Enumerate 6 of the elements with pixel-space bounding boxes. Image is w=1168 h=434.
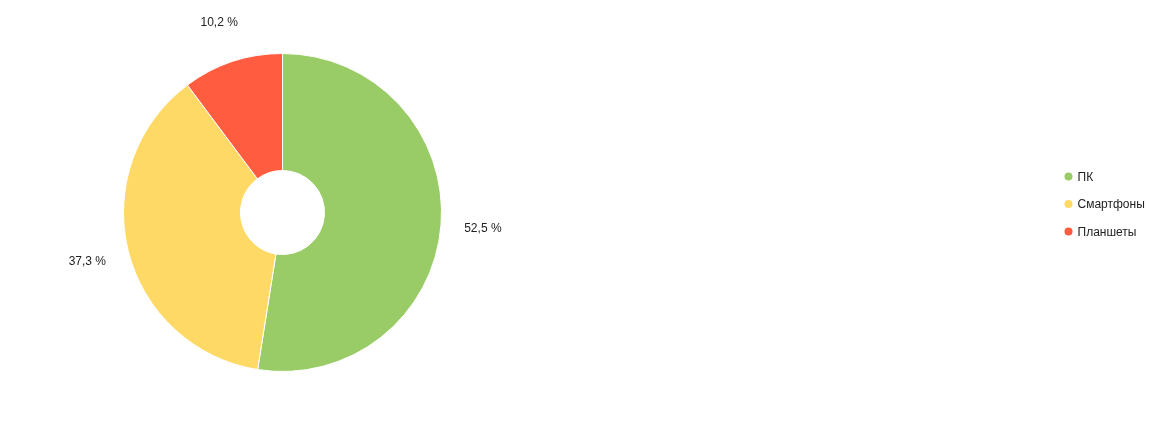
data-label: 10,2 % bbox=[200, 14, 239, 29]
legend-label: Планшеты bbox=[1077, 224, 1137, 239]
legend-label: ПК bbox=[1077, 169, 1094, 184]
data-label: 52,5 % bbox=[464, 221, 502, 236]
data-label: 37,3 % bbox=[68, 253, 107, 268]
legend-label: Смартфоны bbox=[1077, 197, 1145, 211]
